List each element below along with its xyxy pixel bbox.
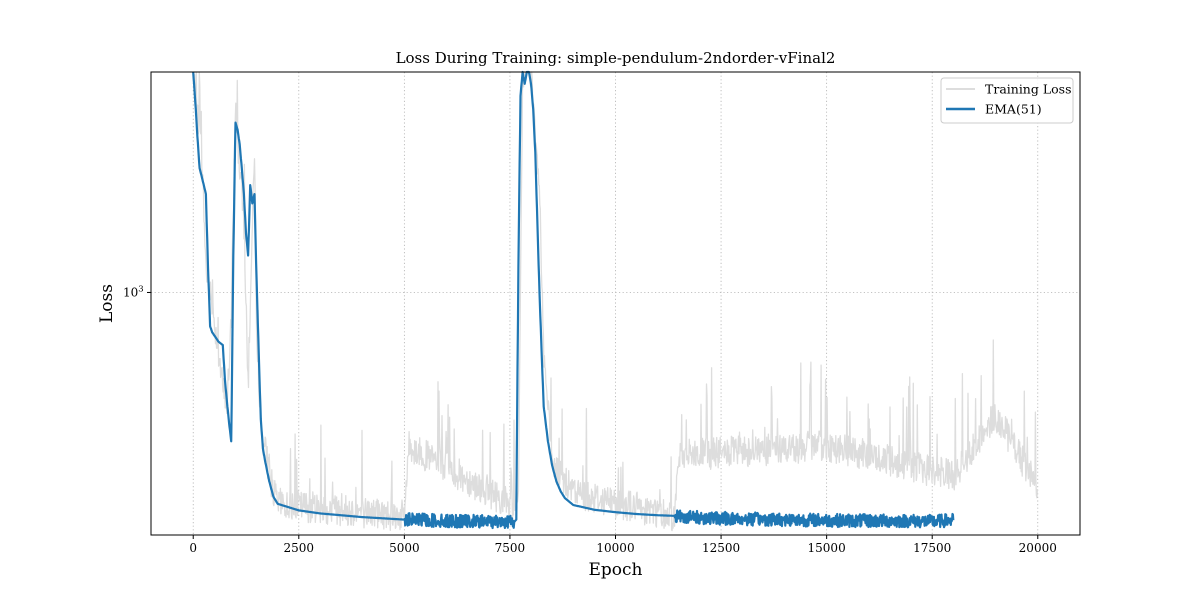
legend: Training Loss EMA(51)	[940, 77, 1074, 124]
legend-label-ema: EMA(51)	[985, 102, 1042, 117]
x-tick-label: 0	[189, 541, 197, 555]
x-axis-label: Epoch	[589, 560, 643, 580]
x-tick-label: 15000	[808, 541, 846, 555]
chart-title: Loss During Training: simple-pendulum-2n…	[396, 49, 836, 67]
y-tick-label: 103	[123, 284, 144, 299]
x-tick-label: 12500	[702, 541, 740, 555]
x-tick-label: 17500	[913, 541, 951, 555]
x-tick-label: 7500	[495, 541, 526, 555]
legend-label-training-loss: Training Loss	[985, 82, 1072, 97]
training-loss-line	[192, 71, 1039, 532]
x-tick-label: 5000	[389, 541, 420, 555]
y-axis-label: Loss	[97, 284, 117, 323]
x-tick-label: 10000	[596, 541, 634, 555]
x-tick-label: 20000	[1019, 541, 1057, 555]
x-tick-label: 2500	[284, 541, 315, 555]
ema-line	[192, 70, 955, 530]
series-layer	[192, 70, 1039, 532]
tick-layer: 0 2500 5000 7500 10000 12500 15000 17500 20000 10…	[123, 284, 1057, 555]
